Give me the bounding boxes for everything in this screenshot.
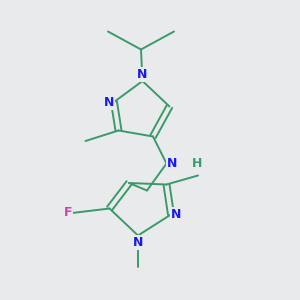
- Text: N: N: [171, 208, 181, 221]
- Text: H: H: [192, 157, 202, 170]
- Text: F: F: [64, 206, 72, 220]
- Text: N: N: [167, 157, 177, 170]
- Text: N: N: [133, 236, 143, 248]
- Text: N: N: [103, 95, 114, 109]
- Text: N: N: [137, 68, 148, 81]
